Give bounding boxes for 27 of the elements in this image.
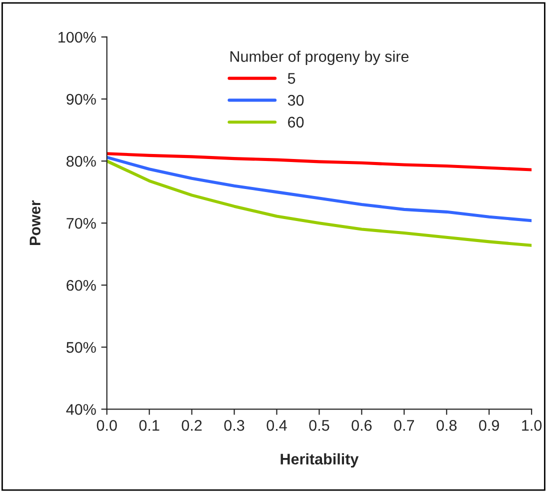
line-series <box>106 160 532 247</box>
x-tick-label: 0.6 <box>352 420 372 431</box>
x-tick-label: 0.9 <box>479 420 499 431</box>
line-series <box>106 152 532 172</box>
y-axis-title: Power <box>30 200 40 245</box>
x-tick-label: 1.0 <box>522 420 542 431</box>
legend-label: 60 <box>288 116 304 128</box>
legend-title: Number of progeny by sire <box>230 50 409 65</box>
x-tick-label: 0.5 <box>309 420 330 431</box>
x-axis-title: Heritability <box>280 453 359 468</box>
line-series <box>106 156 532 222</box>
y-tick-label: 100% <box>58 32 96 43</box>
x-tick-label: 0.7 <box>394 420 414 431</box>
y-tick-label: 50% <box>66 342 96 353</box>
y-tick-label: 40% <box>66 404 96 415</box>
legend-label: 30 <box>288 94 304 106</box>
y-tick-label: 80% <box>66 156 96 167</box>
x-tick-label: 0.8 <box>436 420 457 431</box>
x-tick-label: 0.1 <box>139 420 160 431</box>
y-tick-label: 70% <box>66 218 96 229</box>
x-tick-label: 0.2 <box>182 420 202 431</box>
x-tick-label: 0.3 <box>224 420 244 431</box>
y-tick-label: 90% <box>66 94 96 105</box>
y-tick-label: 60% <box>66 280 96 291</box>
legend-label: 5 <box>288 73 296 84</box>
x-tick-label: 0.0 <box>96 420 117 431</box>
x-tick-label: 0.4 <box>266 420 287 431</box>
